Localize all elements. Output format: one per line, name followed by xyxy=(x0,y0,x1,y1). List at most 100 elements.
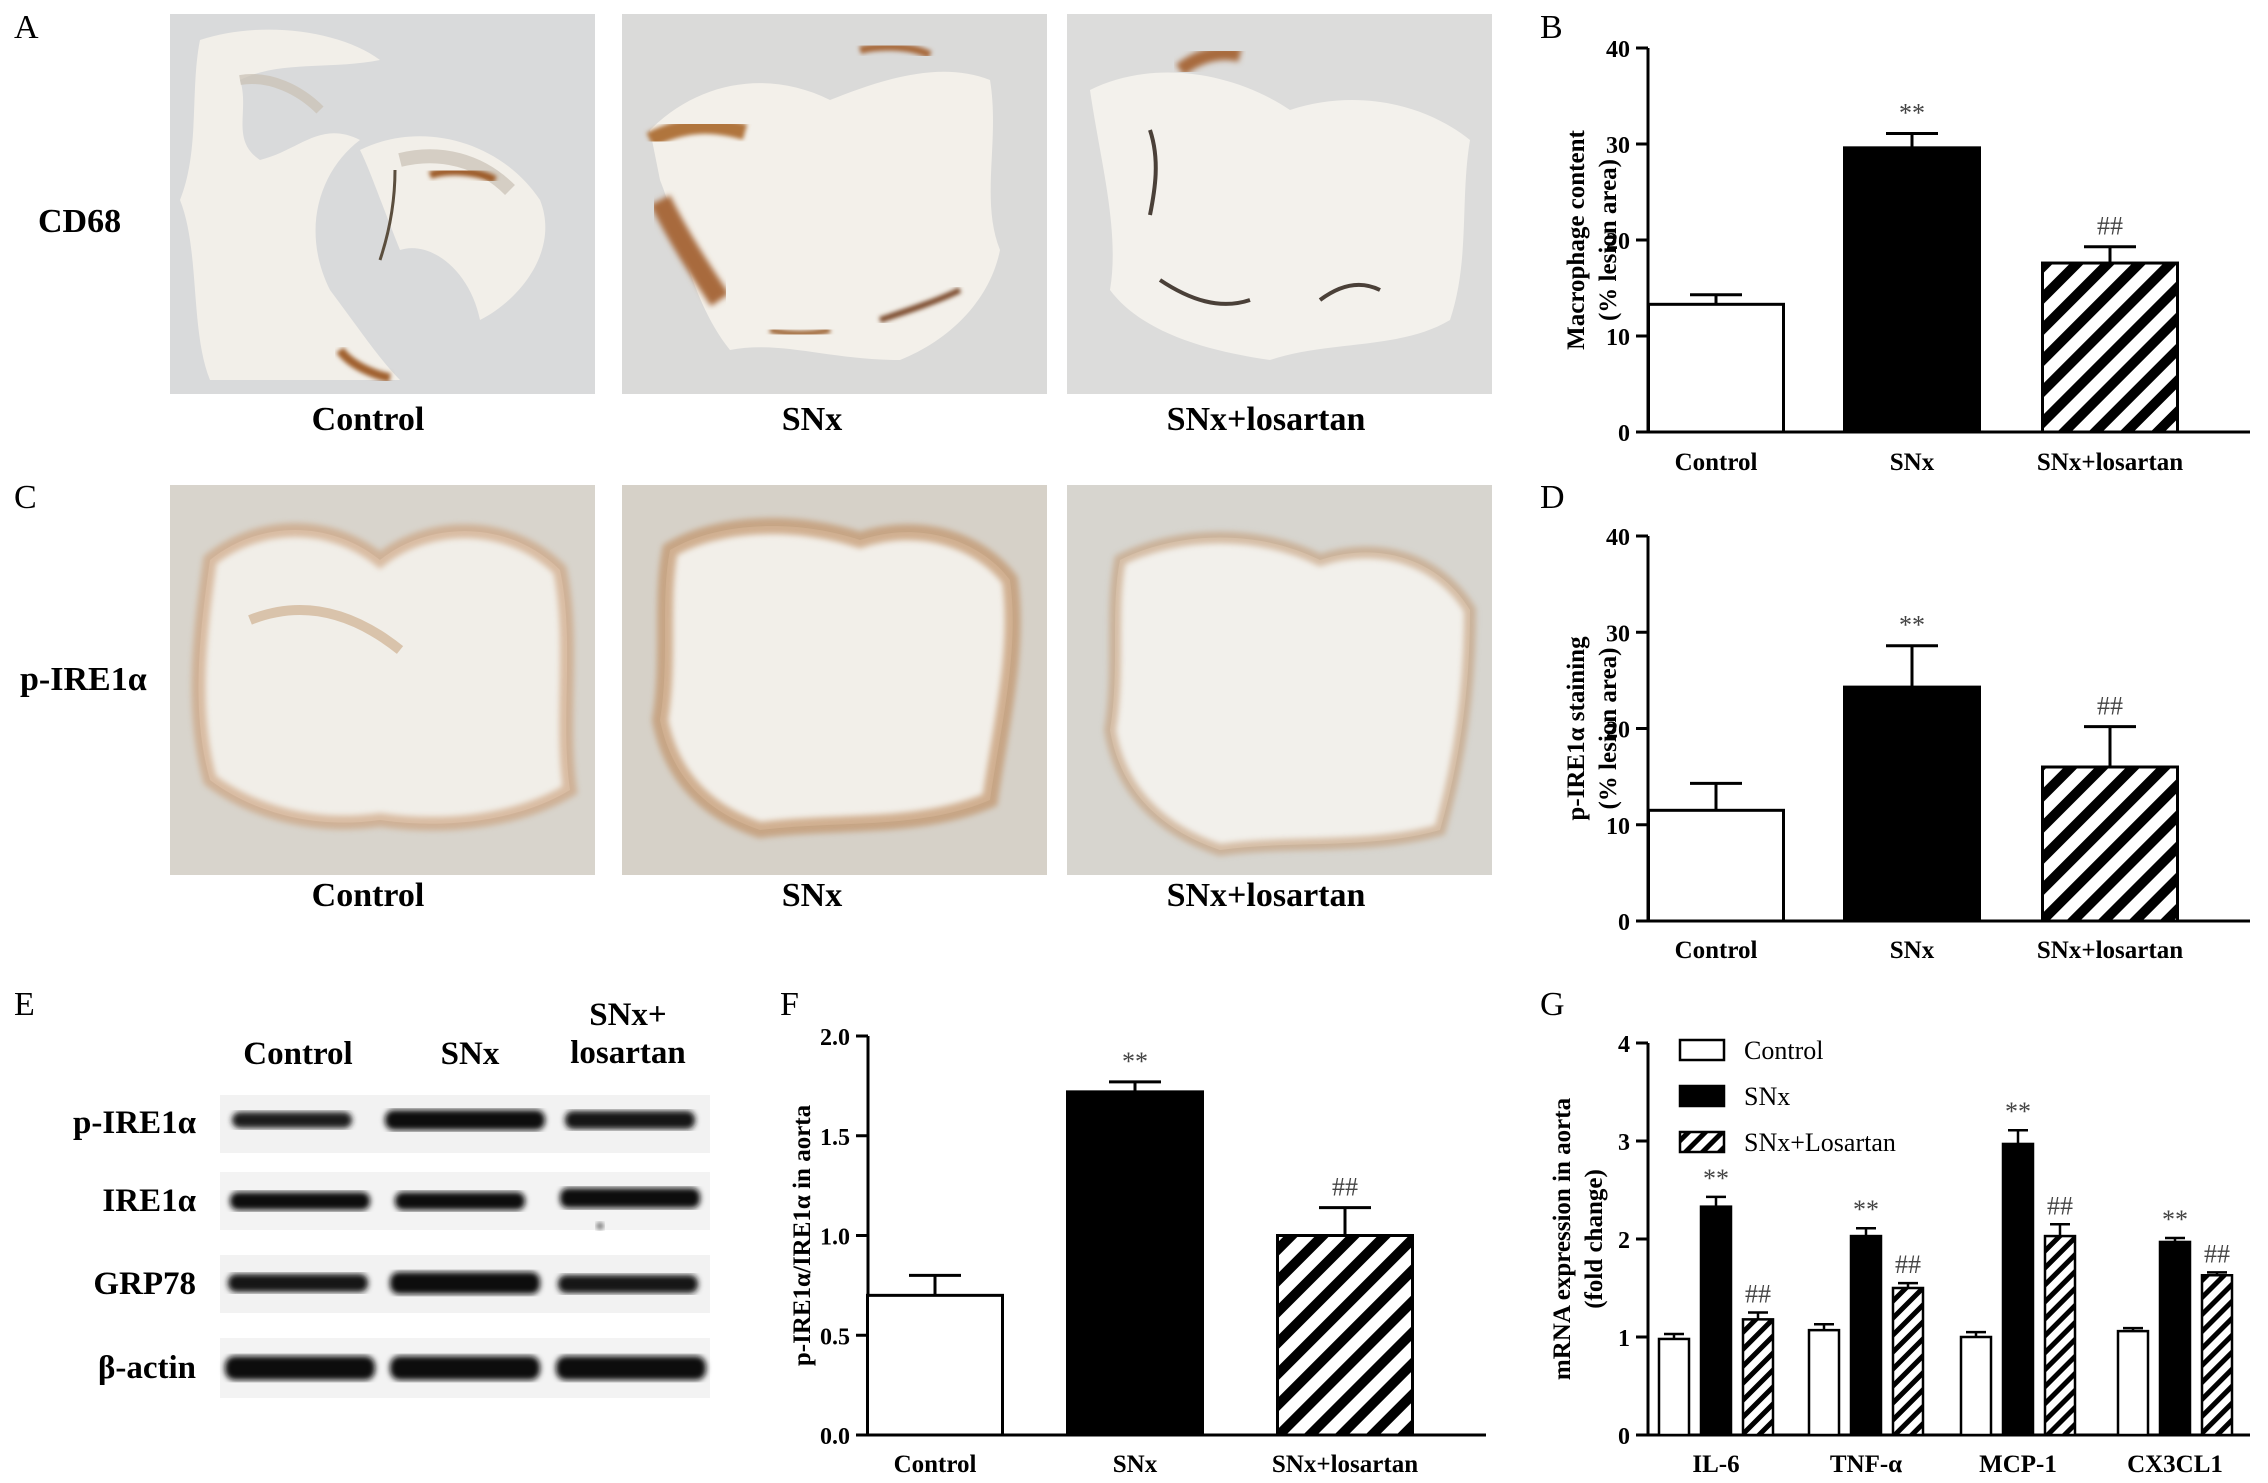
y-tick-label: 40 xyxy=(1606,525,1630,551)
x-category-label: SNx+losartan xyxy=(1272,1451,1418,1478)
y-tick-label: 0 xyxy=(1618,910,1630,936)
significance-mark: ** xyxy=(1899,611,1925,640)
significance-mark: ## xyxy=(2097,692,2123,721)
significance-mark: ## xyxy=(2097,212,2123,241)
bar-snx xyxy=(1849,1234,1883,1437)
blot-col-snx: SNx xyxy=(441,1036,500,1072)
bar-snx-losartan xyxy=(2041,261,2179,434)
panel-letter-g: G xyxy=(1540,986,1565,1023)
blot-row-grp78: GRP78 xyxy=(93,1266,196,1302)
micrograph-p-ire1a-control xyxy=(170,485,595,875)
bar-snx-losartan xyxy=(2043,1234,2077,1437)
significance-mark: ** xyxy=(1899,98,1925,127)
x-category-label: Control xyxy=(894,1451,977,1478)
y-tick-label: 0 xyxy=(1618,1424,1630,1450)
y-tick-label: 1.0 xyxy=(820,1225,850,1251)
y-tick-label: 10 xyxy=(1606,814,1630,840)
y-axis-label: p-IRE1α staining xyxy=(1563,636,1590,821)
y-tick-label: 0.5 xyxy=(820,1324,850,1350)
micrograph-p-ire1a-snx-losartan xyxy=(1067,485,1492,875)
blot-col-control: Control xyxy=(243,1036,352,1072)
y-axis-label: (% lesion area) xyxy=(1595,159,1622,321)
bar-control xyxy=(1647,302,1785,434)
significance-mark: ## xyxy=(1332,1173,1358,1202)
blot-row-ire1a: IRE1α xyxy=(102,1183,196,1219)
blot-strip-p-ire1a xyxy=(220,1095,710,1153)
y-axis-label: p-IRE1α/IRE1α in aorta xyxy=(789,1104,816,1366)
bar-control xyxy=(1647,808,1785,923)
panel-letter-b: B xyxy=(1540,9,1563,46)
row-label-p-ire1a: p-IRE1α xyxy=(20,661,147,698)
y-tick-label: 4 xyxy=(1618,1032,1630,1058)
micrograph-label-snx-c: SNx xyxy=(782,877,842,914)
micrograph-label-control: Control xyxy=(312,401,425,438)
legend-label: Control xyxy=(1744,1036,1823,1065)
bar-snx-losartan xyxy=(1891,1286,1925,1437)
legend-swatch xyxy=(1678,1084,1726,1108)
y-tick-label: 1.5 xyxy=(820,1125,850,1151)
y-tick-label: 0 xyxy=(1618,421,1630,447)
legend-label: SNx xyxy=(1744,1082,1790,1111)
micrograph-label-snx-losartan-c: SNx+losartan xyxy=(1167,877,1366,914)
x-category-label: CX3CL1 xyxy=(2127,1451,2223,1478)
bar-snx xyxy=(1843,685,1981,923)
significance-mark: ** xyxy=(1703,1164,1729,1193)
x-category-label: SNx xyxy=(1890,937,1935,964)
x-category-label: SNx xyxy=(1890,449,1935,476)
significance-mark: ## xyxy=(2204,1239,2230,1268)
significance-mark: ## xyxy=(2047,1191,2073,1220)
micrograph-label-snx: SNx xyxy=(782,401,842,438)
y-tick-label: 2.0 xyxy=(820,1025,850,1051)
significance-mark: ## xyxy=(1895,1250,1921,1279)
chart-d-p-ire1a-staining: 0 10 20 30 40 p-IRE1α staining (% lesion area)… xyxy=(1540,479,2250,964)
micrograph-p-ire1a-snx xyxy=(622,485,1047,875)
legend-swatch xyxy=(1678,1038,1726,1062)
y-tick-label: 0.0 xyxy=(820,1424,850,1450)
significance-mark: ** xyxy=(2005,1097,2031,1126)
x-category-label: SNx xyxy=(1113,1451,1158,1478)
bar-snx xyxy=(2001,1142,2035,1437)
blot-col-losartan: losartan xyxy=(570,1035,686,1071)
micrograph-cd68-snx xyxy=(622,14,1047,394)
chart-b-macrophage-content: 0 10 20 30 40 Macrophage content (% lesion are… xyxy=(1540,9,2250,476)
blot-col-snx-plus: SNx+ xyxy=(589,997,667,1033)
significance-mark: ** xyxy=(2162,1205,2188,1234)
row-label-cd68: CD68 xyxy=(38,203,121,240)
panel-letter-f: F xyxy=(780,986,799,1023)
y-axis-label: (% lesion area) xyxy=(1595,647,1622,809)
significance-mark: ** xyxy=(1122,1047,1148,1076)
panel-letter-c: C xyxy=(14,479,37,516)
x-category-label: IL-6 xyxy=(1692,1451,1739,1478)
x-category-label: SNx+losartan xyxy=(2037,449,2183,476)
legend-label: SNx+Losartan xyxy=(1744,1128,1896,1157)
blot-strip-beta-actin xyxy=(220,1338,710,1398)
panel-letter-d: D xyxy=(1540,479,1565,516)
x-category-label: SNx+losartan xyxy=(2037,937,2183,964)
chart-g-mrna-expression: 0 1 2 3 4 mRNA expression in aorta (fold chang… xyxy=(1540,986,2250,1478)
chart-f-p-ire1a-ratio: 0.0 0.5 1.0 1.5 2.0 p-IRE1α/IRE1α in aorta F Co… xyxy=(780,986,1486,1478)
x-category-label: Control xyxy=(1675,937,1758,964)
blot-row-p-ire1a: p-IRE1α xyxy=(73,1105,197,1141)
blot-strip-ire1a xyxy=(220,1172,710,1230)
bar-control xyxy=(2116,1329,2150,1437)
panel-letter-a: A xyxy=(14,9,39,46)
significance-mark: ## xyxy=(1745,1280,1771,1309)
y-tick-label: 2 xyxy=(1618,1228,1630,1254)
bar-snx-losartan xyxy=(2200,1274,2234,1437)
blot-row-beta-actin: β-actin xyxy=(98,1350,196,1386)
micrograph-label-control-c: Control xyxy=(312,877,425,914)
y-tick-label: 1 xyxy=(1618,1326,1630,1352)
x-category-label: MCP-1 xyxy=(1979,1451,2057,1478)
y-axis-label: Macrophage content xyxy=(1563,130,1590,350)
bar-control xyxy=(866,1293,1004,1437)
bar-snx-losartan xyxy=(1276,1234,1414,1437)
x-category-label: Control xyxy=(1675,449,1758,476)
bar-control xyxy=(1807,1328,1841,1437)
bar-snx xyxy=(1066,1090,1204,1437)
legend-swatch xyxy=(1678,1130,1726,1154)
micrograph-cd68-control xyxy=(170,14,595,394)
micrograph-label-snx-losartan: SNx+losartan xyxy=(1167,401,1366,438)
y-tick-label: 20 xyxy=(1606,229,1630,255)
significance-mark: ** xyxy=(1853,1195,1879,1224)
